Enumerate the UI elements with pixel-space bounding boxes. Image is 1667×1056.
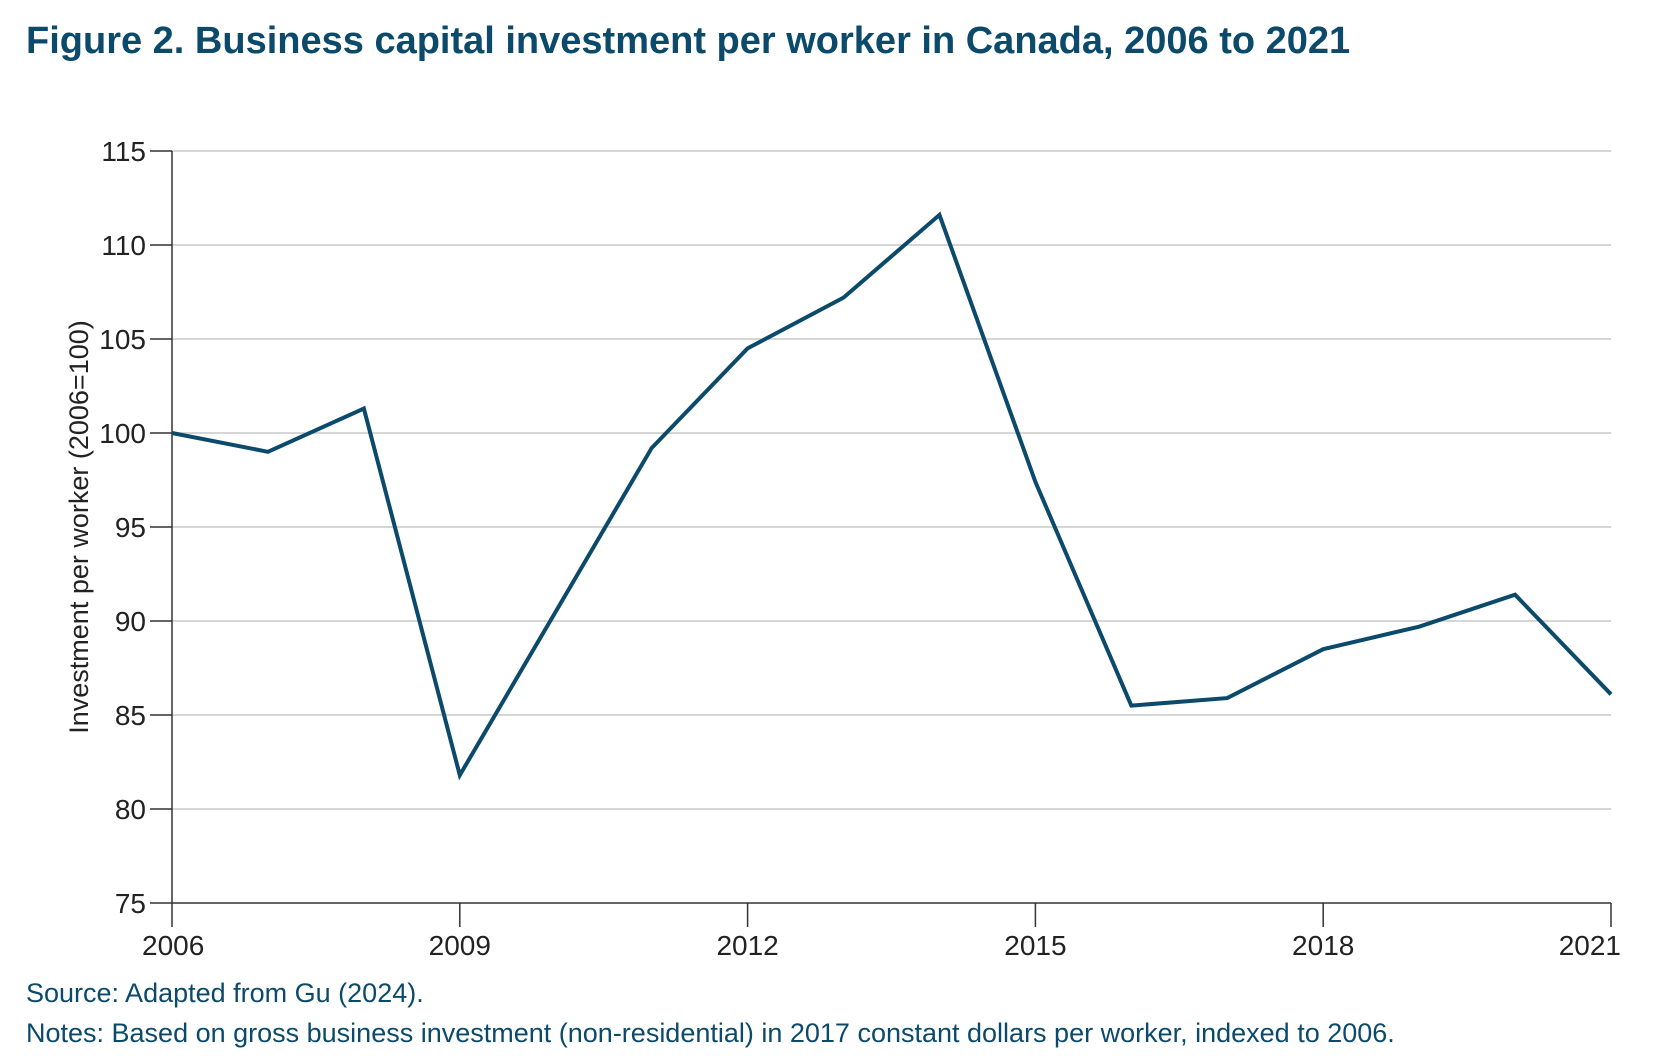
series [171, 211, 1613, 781]
x-tick-label: 2006 [142, 930, 204, 961]
y-tick-label: 105 [99, 324, 146, 355]
y-tick-label: 80 [115, 794, 146, 825]
y-tick-label: 75 [115, 888, 146, 919]
source-note: Source: Adapted from Gu (2024). [26, 978, 424, 1008]
notes: Notes: Based on gross business investmen… [26, 1018, 1395, 1048]
x-tick-label: 2012 [716, 930, 778, 961]
y-tick-label: 95 [115, 512, 146, 543]
y-tick-label: 110 [101, 230, 146, 261]
chart-title: Figure 2. Business capital investment pe… [26, 20, 1351, 62]
y-tick-label: 115 [101, 136, 146, 167]
x-tick-label: 2021 [1559, 930, 1621, 961]
series-line [171, 211, 1613, 781]
x-tick-label: 2009 [429, 930, 491, 961]
y-tick-label: 90 [115, 606, 146, 637]
axes: 75 80 85 90 95 100 105 110 115 2006 2009 2012 2015 20… [99, 136, 1621, 961]
x-tick-label: 2015 [1004, 930, 1066, 961]
y-tick-label: 100 [99, 418, 146, 449]
x-tick-label: 2018 [1292, 930, 1354, 961]
y-tick-label: 85 [115, 700, 146, 731]
y-axis-label: Investment per worker (2006=100) [64, 320, 94, 733]
gridlines [172, 150, 1611, 810]
